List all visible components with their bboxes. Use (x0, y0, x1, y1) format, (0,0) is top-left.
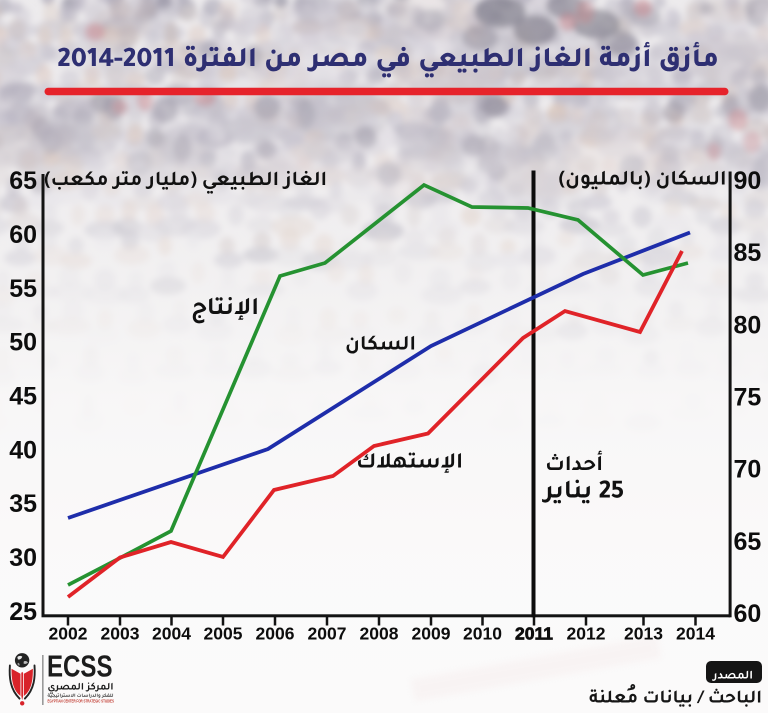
svg-text:2012: 2012 (567, 624, 606, 644)
svg-text:2004: 2004 (152, 624, 191, 644)
svg-text:2009: 2009 (412, 624, 451, 644)
svg-text:EGYPTIAN CENTER FOR STRATEGIC: EGYPTIAN CENTER FOR STRATEGIC STUDIES (48, 698, 115, 703)
svg-text:60: 60 (9, 221, 37, 249)
svg-text:65: 65 (9, 167, 37, 195)
svg-text:60: 60 (734, 600, 762, 628)
svg-text:2013: 2013 (624, 624, 663, 644)
svg-text:40: 40 (9, 436, 37, 464)
svg-text:90: 90 (734, 167, 762, 195)
svg-text:45: 45 (9, 383, 37, 411)
svg-text:2011: 2011 (515, 624, 553, 644)
svg-text:2014: 2014 (676, 624, 715, 644)
svg-text:2006: 2006 (256, 624, 295, 644)
svg-text:2005: 2005 (204, 624, 243, 644)
svg-text:ECSS: ECSS (47, 650, 113, 684)
svg-text:35: 35 (9, 490, 37, 518)
svg-text:65: 65 (734, 528, 762, 556)
svg-text:2003: 2003 (101, 624, 140, 644)
svg-text:50: 50 (9, 329, 37, 357)
svg-text:30: 30 (9, 544, 37, 572)
svg-text:70: 70 (734, 456, 762, 484)
svg-text:55: 55 (9, 275, 37, 303)
svg-text:2010: 2010 (463, 624, 502, 644)
svg-text:2008: 2008 (360, 624, 399, 644)
svg-text:85: 85 (734, 239, 762, 267)
svg-text:2002: 2002 (49, 624, 88, 644)
svg-text:25: 25 (9, 598, 37, 626)
svg-text:80: 80 (734, 311, 762, 339)
svg-text:2007: 2007 (308, 624, 347, 644)
svg-text:75: 75 (734, 384, 762, 412)
